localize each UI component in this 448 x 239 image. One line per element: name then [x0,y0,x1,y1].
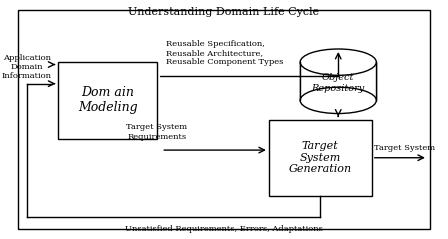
Bar [58,62,157,139]
Text: Target System
Requirements: Target System Requirements [126,123,187,141]
Text: Target System: Target System [374,144,435,152]
Ellipse shape [300,49,376,75]
Text: Application
Domain
Information: Application Domain Information [2,54,52,80]
Bar [300,62,376,100]
Text: Target
System
Generation: Target System Generation [289,141,352,174]
Text: Unsatisfied Requirements, Errors, Adaptations: Unsatisfied Requirements, Errors, Adapta… [125,225,323,234]
Text: Object
Repository: Object Repository [312,73,365,93]
Text: Dom ain
Modeling: Dom ain Modeling [78,86,138,114]
Text: Understanding Domain Life Cycle: Understanding Domain Life Cycle [129,7,319,17]
Ellipse shape [300,87,376,114]
Bar [269,120,372,196]
Text: Reusable Specification,
Reusable Architecture,
Reusable Component Types: Reusable Specification, Reusable Archite… [166,40,283,66]
